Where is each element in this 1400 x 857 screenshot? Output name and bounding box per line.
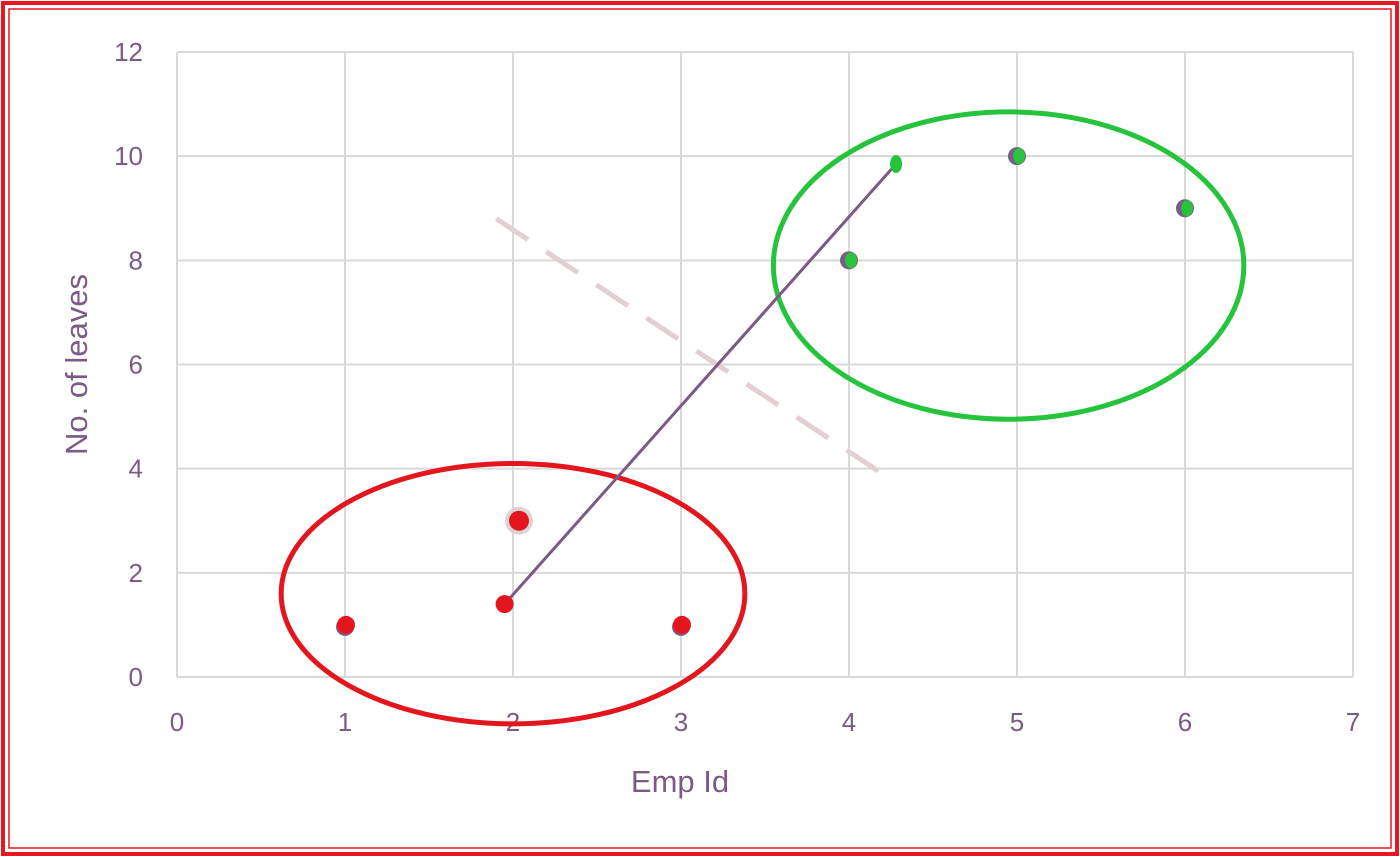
y-axis-label: No. of leaves <box>59 274 94 455</box>
cluster-ellipse-green <box>770 109 1247 422</box>
x-tick-label: 6 <box>1178 707 1192 737</box>
y-tick-label: 6 <box>129 350 143 380</box>
x-tick-label: 0 <box>170 707 184 737</box>
x-axis-label: Emp Id <box>631 764 729 799</box>
x-tick-label: 3 <box>674 707 688 737</box>
data-point <box>336 615 355 636</box>
grid <box>176 51 1354 678</box>
annotation-lines <box>494 162 898 606</box>
data-point <box>505 506 533 535</box>
x-tick-label: 1 <box>338 707 352 737</box>
y-tick-label: 0 <box>129 662 143 692</box>
centroid-green <box>890 154 903 173</box>
y-tick-label: 12 <box>114 37 143 67</box>
x-tick-label: 7 <box>1346 707 1360 737</box>
y-tick-label: 8 <box>129 245 143 275</box>
y-tick-label: 2 <box>129 558 143 588</box>
x-tick-label: 5 <box>1010 707 1024 737</box>
inner-border <box>8 8 1392 849</box>
data-point <box>840 251 858 270</box>
y-tick-label: 4 <box>129 454 143 484</box>
data-points <box>336 147 1194 636</box>
centroid-connector <box>503 162 898 606</box>
x-tick-label: 4 <box>842 707 856 737</box>
centroid-red <box>495 595 514 614</box>
cluster-ellipse-red <box>278 460 748 727</box>
separator-line <box>494 216 884 476</box>
data-point <box>1008 147 1026 166</box>
data-point <box>672 615 691 636</box>
cluster-ellipses <box>278 109 1247 727</box>
y-tick-label: 10 <box>114 141 143 171</box>
data-point <box>1176 199 1194 218</box>
